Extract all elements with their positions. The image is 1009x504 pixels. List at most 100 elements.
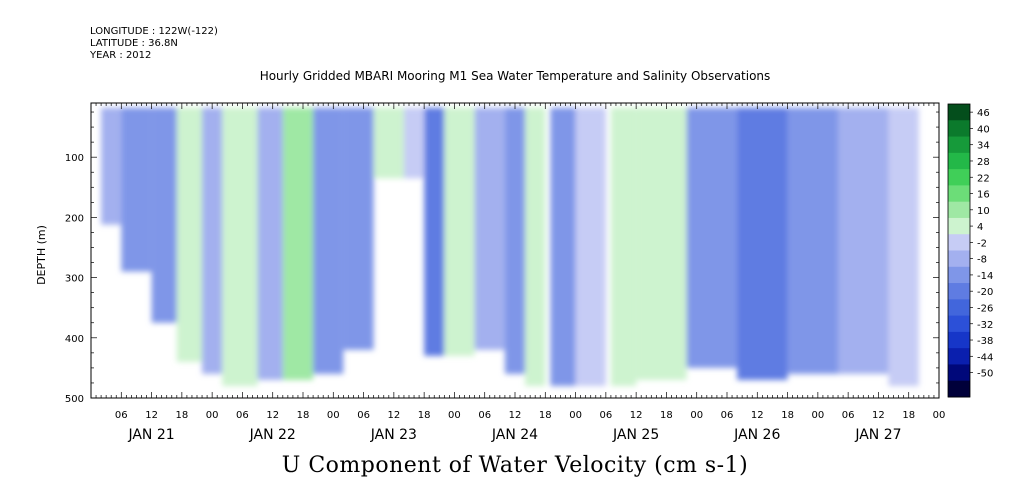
velocity-cell: [424, 107, 445, 356]
y-tick-label: 200: [65, 213, 84, 224]
colorbar-label: -20: [977, 287, 993, 298]
velocity-cell: [176, 107, 203, 362]
velocity-cell: [737, 107, 788, 380]
colorbar-swatch: [948, 348, 970, 365]
x-tick-label: 06: [115, 410, 128, 421]
y-axis-label-group: DEPTH (m): [35, 225, 48, 285]
x-tick-label: 12: [266, 410, 279, 421]
colorbar-swatch: [948, 364, 970, 382]
x-tick-label: 18: [902, 410, 915, 421]
x-tick-label: 00: [448, 410, 461, 421]
velocity-cell: [444, 107, 475, 356]
colorbar-swatch: [948, 266, 970, 284]
colorbar-label: 28: [977, 157, 990, 168]
x-tick-label: 00: [327, 410, 340, 421]
colorbar-label: -8: [977, 255, 987, 266]
colorbar-frame: [947, 103, 971, 398]
x-day-label: JAN 27: [854, 427, 901, 443]
velocity-cell: [151, 107, 177, 323]
x-tick-label: 00: [811, 410, 824, 421]
colorbar-label: 16: [977, 190, 990, 201]
x-tick-label: 00: [933, 410, 946, 421]
colorbar-swatch: [948, 331, 970, 349]
x-tick-label: 06: [357, 410, 370, 421]
x-tick-label: 00: [690, 410, 703, 421]
velocity-cell: [474, 107, 505, 350]
colorbar-label: 4: [977, 222, 983, 233]
velocity-cell: [888, 107, 919, 386]
latitude-label: LATITUDE : 36.8N: [90, 38, 178, 49]
x-day-label: JAN 23: [370, 427, 417, 443]
y-tick-label: 500: [65, 394, 84, 405]
colorbar: 46 40 34 28 22 16 10 4 -2 -8 -14 -20 -26 -32 -38 -44 -50: [947, 103, 993, 398]
colorbar-label: 22: [977, 173, 990, 184]
axes-layer: 06 12 18 00 06 12 18 00 06 12 18 00 06 12 18 00 06 12 18 00…: [65, 103, 945, 443]
x-tick-label: 18: [418, 410, 431, 421]
velocity-cell: [525, 107, 546, 386]
x-tick-label: 06: [842, 410, 855, 421]
colorbar-swatch: [948, 152, 970, 170]
x-day-label: JAN 25: [612, 427, 659, 443]
colorbar-label: -32: [977, 320, 993, 331]
x-tick-label: 06: [236, 410, 249, 421]
colorbar-label: 40: [977, 124, 990, 135]
y-tick-label: 100: [65, 153, 84, 164]
velocity-cell: [610, 107, 637, 386]
x-tick-label: 00: [569, 410, 582, 421]
x-tick-label: 18: [297, 410, 310, 421]
x-tick-label: 12: [387, 410, 400, 421]
colorbar-swatch: [948, 299, 970, 317]
colorbar-label: 34: [977, 141, 990, 152]
x-tick-label: 12: [509, 410, 522, 421]
x-tick-label: 12: [630, 410, 643, 421]
colorbar-swatch: [948, 136, 970, 154]
velocity-field: [101, 107, 919, 386]
x-tick-label: 06: [478, 410, 491, 421]
velocity-cell: [550, 107, 576, 386]
chart-title: Hourly Gridded MBARI Mooring M1 Sea Wate…: [259, 69, 771, 83]
velocity-cell: [202, 107, 223, 374]
colorbar-label: -2: [977, 238, 987, 249]
year-label: YEAR : 2012: [90, 50, 152, 61]
x-tick-label: 12: [751, 410, 764, 421]
velocity-cell: [222, 107, 258, 386]
velocity-cell: [373, 107, 404, 179]
x-tick-label: 00: [206, 410, 219, 421]
colorbar-label: -14: [977, 271, 993, 282]
colorbar-label: -38: [977, 336, 993, 347]
data-layer: [101, 107, 919, 386]
x-day-label: JAN 26: [733, 427, 780, 443]
velocity-cell: [343, 107, 374, 350]
y-axis-label: DEPTH (m): [35, 225, 48, 285]
velocity-cell: [504, 107, 526, 374]
x-tick-label: 12: [872, 410, 885, 421]
colorbar-label: 46: [977, 108, 990, 119]
velocity-cell: [636, 107, 687, 380]
velocity-cell: [282, 107, 314, 380]
longitude-label: LONGITUDE : 122W(-122): [90, 26, 218, 37]
x-tick-label: 06: [599, 410, 612, 421]
colorbar-swatch: [948, 380, 970, 398]
x-day-label: JAN 24: [491, 427, 538, 443]
velocity-cell: [787, 107, 839, 374]
colorbar-swatch: [948, 217, 970, 235]
colorbar-swatch: [948, 234, 970, 251]
velocity-cell: [121, 107, 152, 272]
colorbar-label: -50: [977, 369, 993, 380]
x-tick-label: 06: [721, 410, 734, 421]
colorbar-swatch: [948, 315, 970, 333]
velocity-cell: [101, 107, 122, 225]
colorbar-swatch: [948, 201, 970, 219]
colorbar-swatch: [948, 169, 970, 186]
velocity-cell: [686, 107, 738, 368]
x-day-label: JAN 22: [249, 427, 296, 443]
x-axis-label: U Component of Water Velocity (cm s-1): [281, 453, 749, 478]
colorbar-label: 10: [977, 206, 990, 217]
colorbar-swatch: [948, 120, 970, 138]
x-tick-label: 18: [660, 410, 673, 421]
y-tick-label: 300: [65, 274, 84, 285]
colorbar-swatch: [948, 283, 970, 300]
velocity-cell: [575, 107, 606, 386]
colorbar-label: -26: [977, 303, 993, 314]
